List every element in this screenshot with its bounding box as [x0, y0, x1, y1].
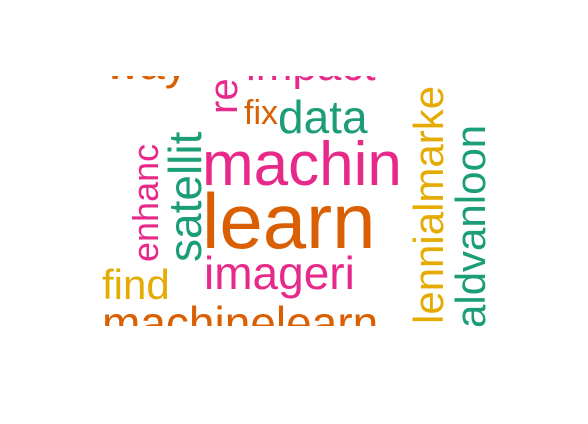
- word-re: re: [202, 78, 246, 114]
- word-aldvanloon: aldvanloon: [447, 124, 490, 326]
- word-imageri: imageri: [204, 247, 355, 299]
- word-data: data: [278, 91, 368, 143]
- word-impact: impact: [246, 76, 376, 88]
- word-way: way: [106, 76, 188, 86]
- word-machin: machin: [202, 130, 402, 199]
- word-satellit: satellit: [159, 131, 211, 262]
- word-learn: learn: [202, 177, 376, 265]
- word-fix: fix: [244, 94, 278, 132]
- word-find: find: [102, 261, 170, 308]
- word-lennialmarke: lennialmarke: [405, 85, 452, 324]
- word-machinelearn: machinelearn: [102, 297, 379, 326]
- word-cloud-area: way impact fix data machin learn imageri…: [100, 76, 490, 326]
